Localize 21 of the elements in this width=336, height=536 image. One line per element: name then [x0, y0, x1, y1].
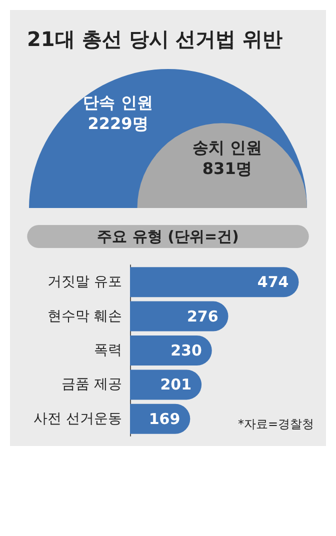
bar — [130, 336, 212, 366]
data-label: 169 — [148, 410, 180, 428]
bar — [130, 267, 299, 298]
data-label: 201 — [160, 376, 192, 394]
category-label: 단속 인원 — [83, 93, 153, 112]
data-label: 2229명 — [88, 114, 148, 133]
y-tick-label: 폭력 — [94, 342, 122, 358]
data-label: 831명 — [202, 159, 252, 178]
y-tick-label: 금품 제공 — [62, 376, 122, 393]
bar — [130, 301, 228, 332]
bar — [130, 370, 202, 400]
y-tick-label: 현수막 훼손 — [48, 308, 122, 324]
category-label: 송치 인원 — [192, 138, 262, 157]
y-tick-label: 거짓말 유포 — [48, 274, 122, 290]
data-label: 474 — [257, 273, 289, 292]
y-tick-label: 사전 선거운동 — [34, 410, 122, 427]
data-label: 276 — [186, 307, 218, 326]
annotation: *자료=경찰청 — [238, 417, 314, 431]
text: 21대 총선 당시 선거법 위반 — [27, 27, 283, 51]
chart-title: 주요 유형 (단위=건) — [97, 228, 239, 246]
data-label: 230 — [170, 342, 202, 360]
